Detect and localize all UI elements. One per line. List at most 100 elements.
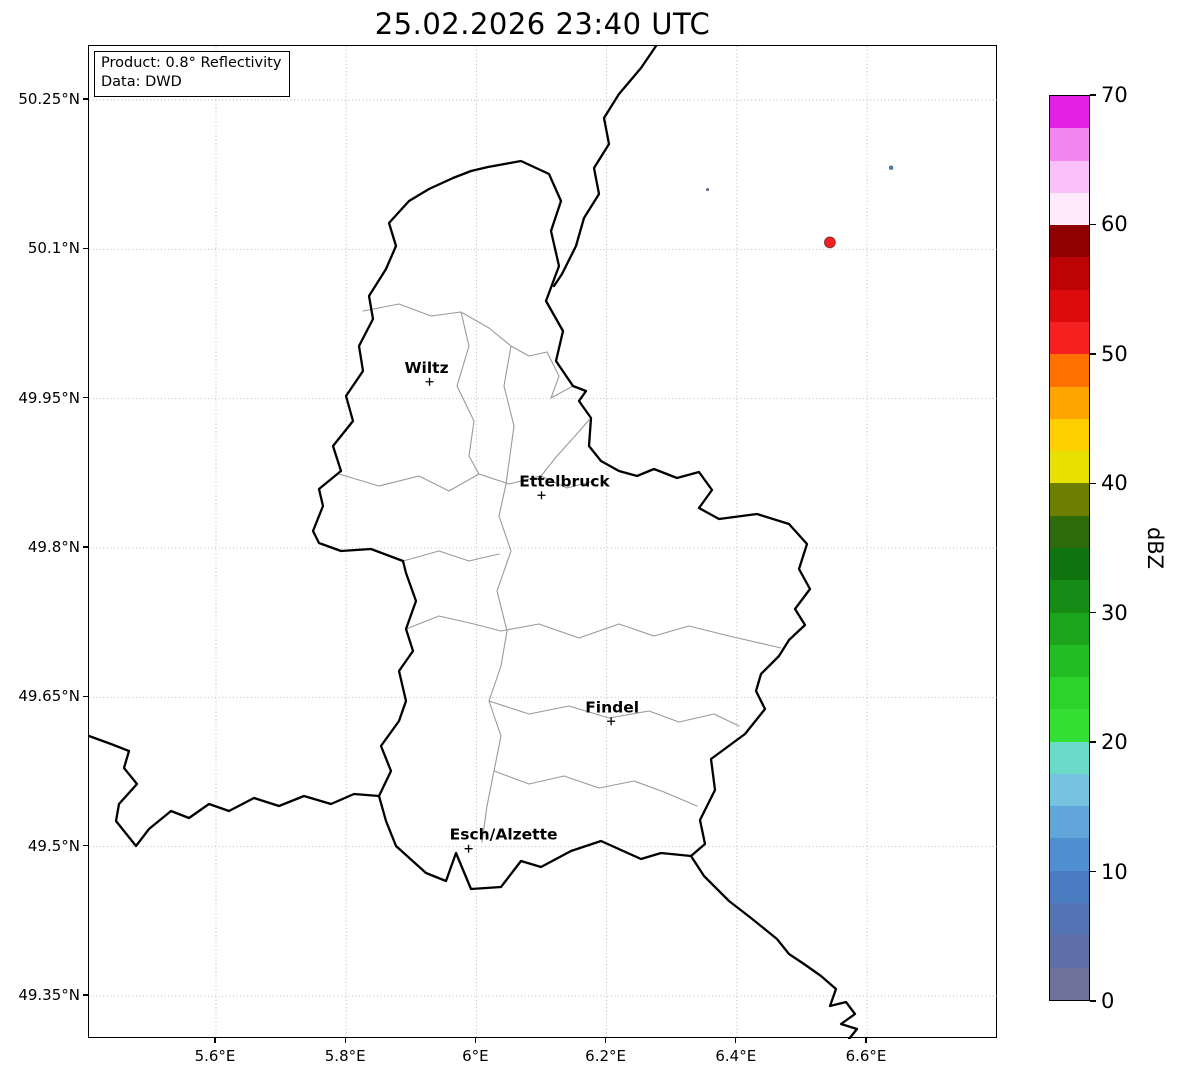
city-plus-icon [464,844,473,853]
colorbar-band [1050,515,1089,548]
colorbar-band [1050,806,1089,839]
colorbar-band [1050,709,1089,742]
colorbar-band [1050,580,1089,613]
x-axis-tick-mark [474,1038,477,1043]
border-france-germany-southeast [689,854,859,1039]
x-axis-tick-mark [214,1038,216,1043]
y-axis-tick-label: 50.1°N [27,239,80,258]
colorbar-band [1050,773,1089,807]
colorbar-tick-label: 20 [1101,730,1128,755]
colorbar-band [1050,418,1089,452]
luxembourg-outline [311,159,812,891]
city-marker: Esch/Alzette [450,826,558,853]
colorbar-tick-mark [1090,1000,1096,1002]
x-axis-tick-label: 5.8°E [324,1047,366,1065]
city-label: Wiltz [404,359,448,377]
colorbar-tick-label: 60 [1101,212,1128,237]
border-france-west [89,734,381,848]
colorbar-tick-mark [1090,612,1096,614]
colorbar-band [1050,870,1089,904]
x-axis-tick-label: 6°E [462,1047,489,1065]
x-axis-tick-label: 6.4°E [715,1047,757,1065]
colorbar-unit-label: dBZ [1143,526,1167,570]
colorbar-tick-label: 40 [1101,471,1128,496]
product-line: Product: 0.8° Reflectivity [101,55,282,71]
colorbar-band [1050,321,1089,355]
gridlines [89,46,998,1039]
colorbar-tick-label: 30 [1101,600,1128,625]
y-axis-tick-mark [83,98,88,100]
y-axis-tick-label: 49.5°N [27,836,80,855]
colorbar-tick-mark [1090,482,1096,484]
radar-echo [888,165,894,170]
colorbar-band [1050,225,1089,258]
colorbar-tick-mark [1090,353,1096,355]
product-info-box: Product: 0.8° Reflectivity Data: DWD [94,51,291,97]
y-axis-tick-label: 49.65°N [18,687,80,706]
y-axis-tick-mark [83,994,88,996]
city-marker: Wiltz [404,359,449,386]
colorbar-tick-mark [1090,741,1096,743]
y-axis-tick-mark [83,845,88,847]
canton-border [338,473,595,492]
colorbar-tick-label: 10 [1101,859,1128,884]
colorbar-band [1050,547,1089,581]
data-source-line: Data: DWD [101,73,182,90]
city-markers: Wiltz Ettelbruck Findel Esch/Alzette [404,359,639,853]
y-axis-tick-mark [83,546,88,548]
colorbar-band [1050,96,1089,129]
colorbar-band [1050,741,1089,774]
radar-echo [705,188,710,192]
colorbar-band [1050,483,1089,516]
luxembourg-border [311,159,812,891]
canton-border [405,615,782,649]
colorbar-band [1050,838,1089,871]
colorbar-band [1050,160,1089,193]
radar-echoes [705,165,894,249]
city-label: Esch/Alzette [450,826,558,844]
neighbor-country-borders [89,46,859,1039]
x-axis-tick-label: 6.2°E [585,1047,627,1065]
city-plus-icon [607,717,616,726]
figure-title: 25.02.2026 23:40 UTC [374,7,711,41]
y-axis-tick-label: 49.35°N [18,986,80,1005]
city-label: Findel [585,698,639,716]
y-axis-tick-mark [83,695,88,698]
colorbar-tick-mark [1090,870,1096,873]
canton-border [493,770,698,807]
y-axis-tick-label: 49.95°N [18,388,80,407]
colorbar-band [1050,451,1089,484]
colorbar-band [1050,644,1089,678]
canton-border [540,419,590,477]
colorbar-tick-label: 50 [1101,341,1128,366]
y-axis-tick-label: 50.25°N [18,90,80,108]
city-marker: Ettelbruck [519,472,610,500]
map-plot: Wiltz Ettelbruck Findel Esch/Alzette Produc… [88,45,998,1039]
radar-echo [823,236,836,249]
colorbar-tick-label: 70 [1101,83,1128,107]
canton-border [456,311,480,475]
colorbar-band [1050,257,1089,290]
canton-borders [338,303,782,843]
x-axis-tick-label: 5.6°E [194,1047,236,1065]
canton-border [546,351,574,399]
colorbar-band [1050,354,1089,387]
colorbar-band [1050,128,1089,161]
x-axis-tick-mark [344,1038,346,1043]
x-axis-tick-mark [604,1038,607,1043]
colorbar-band [1050,386,1089,419]
y-axis-tick-mark [83,247,88,250]
colorbar-tick-label: 0 [1101,989,1115,1013]
colorbar [1049,95,1090,1001]
colorbar-band [1050,289,1089,322]
canton-border [481,345,515,843]
canton-border [362,303,548,357]
x-axis-tick-mark [735,1038,737,1043]
colorbar-tick-mark [1090,94,1096,96]
x-axis-tick-label: 6.6°E [845,1047,887,1065]
colorbar-band [1050,612,1089,645]
city-plus-icon [425,377,434,386]
canton-border [402,550,500,562]
x-axis-tick-mark [865,1038,867,1043]
